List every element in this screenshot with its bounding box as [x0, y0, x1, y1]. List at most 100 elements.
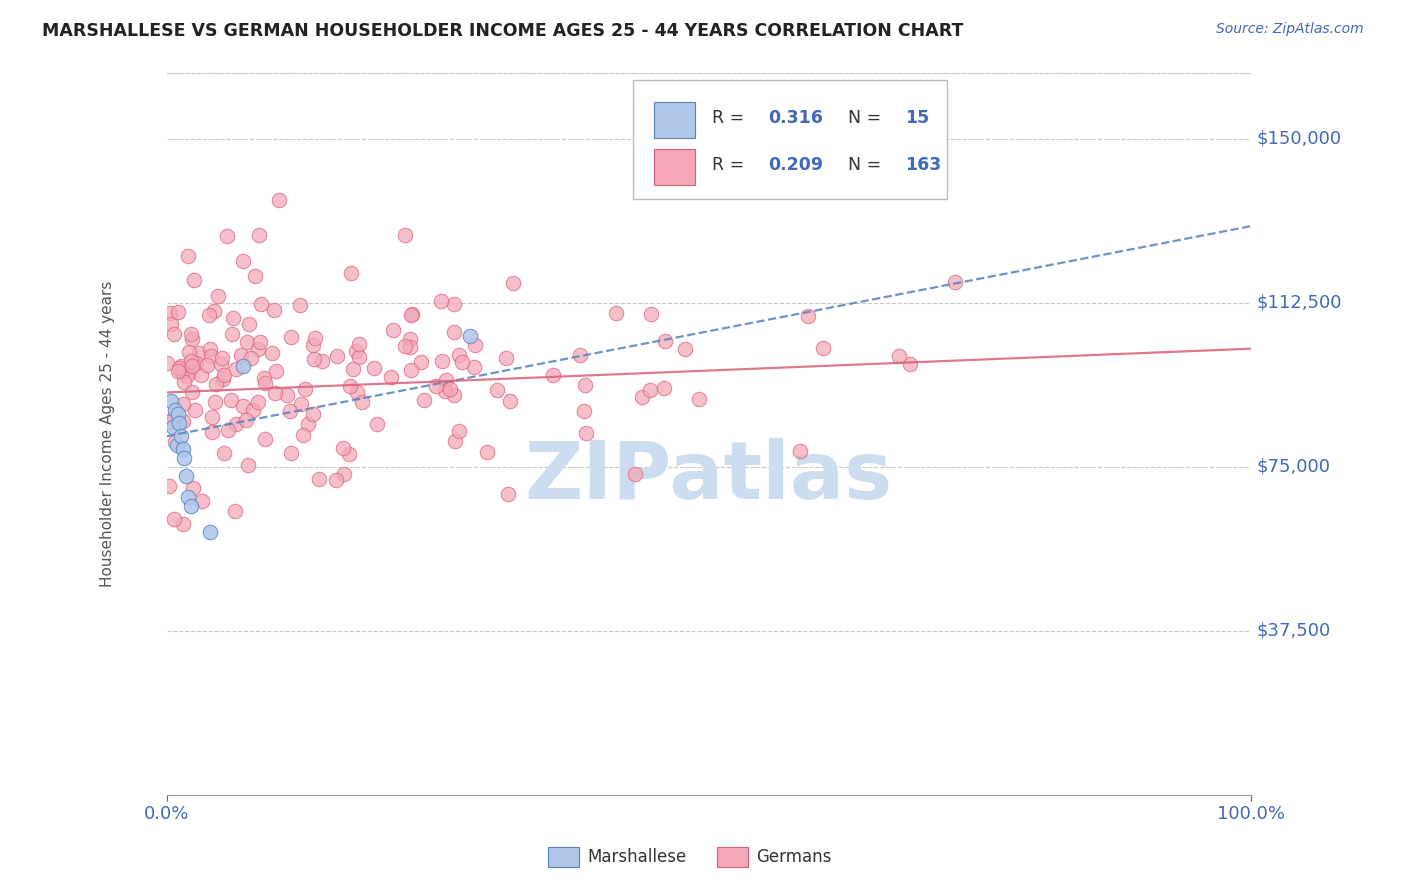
Point — [212, 446, 235, 460]
Point — [162, 420, 184, 434]
Point — [541, 368, 564, 382]
Point — [443, 296, 465, 310]
Point — [249, 297, 271, 311]
Point — [292, 428, 315, 442]
Point — [173, 451, 195, 466]
Point — [269, 193, 291, 207]
Point — [201, 425, 224, 439]
Point — [232, 359, 254, 374]
Point — [219, 393, 242, 408]
Point — [433, 384, 456, 398]
Point — [447, 425, 470, 439]
Point — [172, 364, 194, 378]
Point — [811, 341, 834, 355]
Point — [485, 383, 508, 397]
Point — [797, 309, 820, 323]
Point — [232, 399, 254, 413]
Point — [235, 412, 257, 426]
Point — [290, 298, 312, 312]
Point — [475, 445, 498, 459]
Point — [401, 307, 423, 321]
Point — [425, 379, 447, 393]
Point — [170, 429, 193, 443]
Point — [249, 334, 271, 349]
Point — [347, 337, 370, 351]
Point — [430, 294, 453, 309]
Point — [450, 354, 472, 368]
Point — [631, 390, 654, 404]
Point — [640, 307, 662, 321]
Point — [380, 370, 402, 384]
Point — [574, 378, 596, 392]
Point — [297, 417, 319, 431]
Point — [308, 472, 330, 486]
Point — [236, 335, 259, 350]
Point — [169, 363, 191, 377]
Point — [302, 352, 325, 367]
Point — [260, 346, 283, 360]
FancyBboxPatch shape — [633, 80, 948, 199]
Point — [180, 353, 202, 368]
Point — [399, 363, 422, 377]
Bar — [654, 149, 695, 185]
Point — [232, 254, 254, 268]
Point — [180, 500, 202, 514]
Text: $112,500: $112,500 — [1257, 293, 1341, 311]
Point — [464, 338, 486, 352]
Text: ZIPatlas: ZIPatlas — [524, 438, 893, 516]
Point — [439, 382, 461, 396]
Point — [187, 345, 209, 359]
Point — [344, 344, 367, 359]
Point — [202, 303, 225, 318]
Point — [156, 356, 179, 370]
Point — [444, 434, 467, 448]
Text: Householder Income Ages 25 - 44 years: Householder Income Ages 25 - 44 years — [100, 281, 115, 587]
Text: $37,500: $37,500 — [1257, 622, 1330, 640]
Point — [789, 443, 811, 458]
Point — [169, 360, 191, 375]
Point — [254, 376, 277, 391]
Point — [340, 266, 363, 280]
Point — [434, 373, 457, 387]
Text: Germans: Germans — [756, 848, 832, 866]
Point — [163, 512, 186, 526]
Point — [463, 360, 485, 375]
Text: Marshallese: Marshallese — [588, 848, 688, 866]
Point — [166, 438, 188, 452]
Point — [172, 397, 194, 411]
Point — [217, 229, 239, 244]
Point — [190, 368, 212, 383]
Point — [575, 425, 598, 440]
Point — [638, 384, 661, 398]
Point — [449, 348, 471, 362]
Point — [211, 351, 233, 366]
Point — [342, 362, 364, 376]
Point — [167, 416, 190, 430]
Point — [224, 504, 246, 518]
Point — [221, 310, 243, 325]
Point — [200, 349, 222, 363]
Point — [496, 487, 519, 501]
Point — [184, 356, 207, 370]
Point — [654, 334, 676, 349]
Point — [290, 397, 312, 411]
Point — [333, 467, 356, 481]
Point — [165, 403, 187, 417]
Text: 0.316: 0.316 — [769, 110, 824, 128]
Point — [181, 332, 204, 346]
Point — [347, 350, 370, 364]
Point — [191, 493, 214, 508]
Point — [278, 403, 301, 417]
Point — [184, 403, 207, 417]
Point — [339, 447, 361, 461]
Point — [170, 359, 193, 374]
Text: Source: ZipAtlas.com: Source: ZipAtlas.com — [1216, 22, 1364, 37]
Point — [176, 368, 198, 383]
Point — [502, 276, 524, 290]
Point — [172, 442, 194, 457]
Point — [326, 349, 349, 363]
Point — [176, 468, 198, 483]
Point — [177, 364, 200, 378]
Point — [242, 402, 264, 417]
Point — [179, 345, 201, 359]
